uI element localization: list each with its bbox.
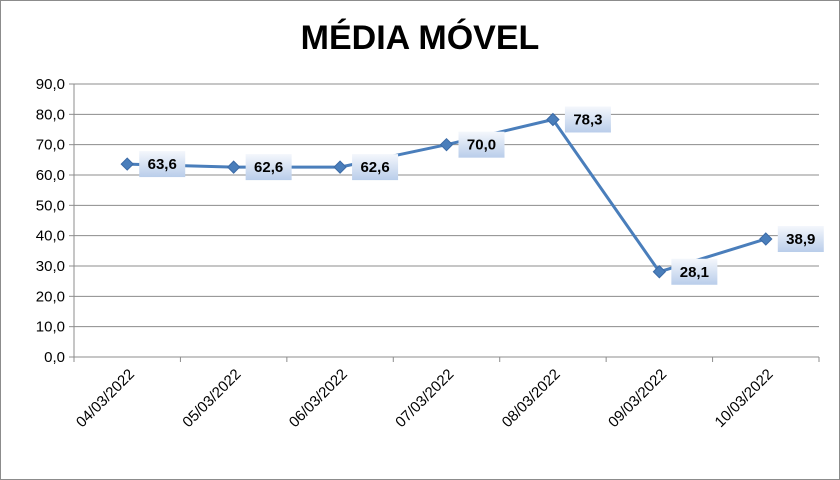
y-tick-label: 30,0 (36, 258, 65, 275)
y-tick-label: 20,0 (36, 288, 65, 305)
x-tick-label: 05/03/2022 (179, 366, 244, 431)
data-label-text: 62,6 (254, 159, 283, 176)
y-tick-label: 90,0 (36, 76, 65, 93)
data-label-box (671, 258, 718, 285)
y-tick-label: 50,0 (36, 197, 65, 214)
x-tick-label: 10/03/2022 (712, 366, 777, 431)
data-point-marker (546, 112, 560, 127)
data-label-text: 28,1 (680, 264, 709, 281)
data-label-text: 70,0 (467, 137, 496, 154)
data-labels: 63,6 62,6 62,6 70,0 78,3 28,1 38,9 (139, 106, 824, 285)
data-label-box (777, 226, 824, 253)
x-tick-label: 09/03/2022 (605, 366, 670, 431)
x-tick-label: 06/03/2022 (286, 366, 351, 431)
data-point-marker (333, 160, 347, 174)
data-label: 38,9 (777, 226, 824, 253)
chart-title: MÉDIA MÓVEL (300, 19, 540, 57)
data-point-marker (120, 157, 134, 171)
data-label: 70,0 (458, 131, 505, 158)
data-point-marker (759, 232, 773, 246)
data-point-marker (226, 160, 241, 174)
axes (69, 83, 820, 362)
data-label-text: 38,9 (786, 231, 815, 248)
x-tick-label: 07/03/2022 (392, 366, 457, 431)
grid-lines (74, 83, 819, 328)
data-label: 78,3 (564, 106, 611, 133)
y-tick-label: 40,0 (36, 228, 65, 245)
data-label-box (352, 154, 399, 181)
x-tick-label: 04/03/2022 (73, 366, 138, 431)
series-markers (120, 112, 773, 279)
y-tick-label: 0,0 (44, 349, 65, 366)
x-tick-label: 08/03/2022 (499, 366, 564, 431)
x-axis-tick-labels: 04/03/2022 05/03/2022 06/03/2022 07/03/2022… (73, 366, 777, 431)
y-tick-label: 70,0 (36, 137, 65, 154)
data-label: 62,6 (245, 154, 292, 181)
y-tick-label: 10,0 (36, 319, 65, 336)
data-label-box (139, 151, 186, 178)
data-label-text: 63,6 (148, 156, 177, 173)
y-tick-label: 60,0 (36, 167, 65, 184)
data-label-text: 62,6 (360, 159, 389, 176)
y-tick-label: 80,0 (36, 106, 65, 123)
data-label: 28,1 (671, 258, 718, 285)
y-axis-tick-labels: 0,0 10,0 20,0 30,0 40,0 50,0 60,0 70,0 80,0 90,0 (36, 76, 65, 366)
data-point-marker (439, 137, 454, 152)
data-label: 63,6 (139, 151, 186, 178)
data-point-marker (652, 265, 667, 279)
data-label-box (458, 131, 505, 158)
data-label-box (245, 154, 292, 181)
data-label-box (564, 106, 611, 133)
data-label: 62,6 (352, 154, 399, 181)
data-label-text: 78,3 (573, 111, 602, 128)
